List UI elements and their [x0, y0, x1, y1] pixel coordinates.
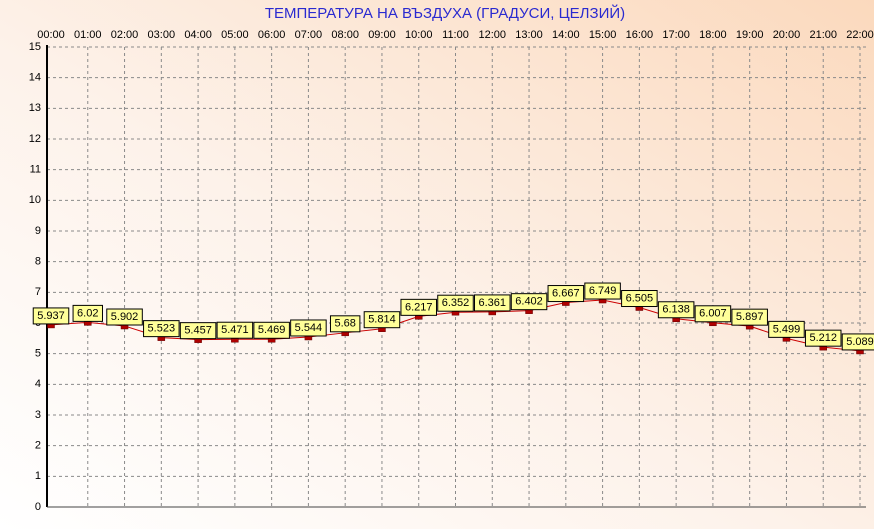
data-label: 6.667: [552, 287, 580, 299]
y-tick-label: 5: [35, 348, 41, 360]
data-label-box: [768, 320, 805, 338]
data-label-box: [216, 321, 254, 339]
data-label: 5.499: [773, 323, 801, 335]
data-label: 6.749: [589, 285, 617, 297]
x-tick-label: 16:00: [626, 29, 654, 41]
x-tick-label: 09:00: [368, 29, 396, 41]
x-tick-label: 15:00: [589, 29, 617, 41]
x-tick-label: 18:00: [699, 29, 727, 41]
x-tick-label: 13:00: [515, 29, 543, 41]
x-tick-label: 04:00: [184, 29, 212, 41]
data-label-box: [143, 320, 180, 338]
data-label-box: [329, 315, 361, 333]
data-label: 6.505: [626, 292, 654, 304]
y-tick-label: 8: [35, 256, 41, 268]
chart-title: ТЕМПЕРАТУРА НА ВЪЗДУХА (ГРАДУСИ, ЦЕЛЗИЙ): [265, 4, 625, 22]
x-tick-label: 12:00: [479, 29, 507, 41]
y-tick-label: 14: [29, 72, 41, 84]
data-label: 6.217: [405, 301, 433, 313]
data-label: 6.007: [699, 308, 727, 320]
x-tick-label: 08:00: [331, 29, 359, 41]
data-label: 6.02: [77, 307, 98, 319]
y-tick-label: 1: [35, 470, 41, 482]
y-tick-label: 7: [35, 286, 41, 298]
data-label-box: [32, 307, 70, 325]
data-label: 5.471: [221, 324, 249, 336]
data-label: 5.544: [295, 322, 323, 334]
data-label: 5.212: [809, 332, 837, 344]
data-label-box: [474, 294, 511, 312]
data-label: 5.897: [736, 311, 764, 323]
x-tick-label: 10:00: [405, 29, 433, 41]
y-tick-label: 10: [29, 194, 41, 206]
data-label: 5.902: [111, 311, 139, 323]
data-label: 6.352: [442, 297, 470, 309]
x-tick-label: 03:00: [148, 29, 176, 41]
x-tick-label: 22:00: [846, 29, 874, 41]
data-label-box: [621, 290, 658, 308]
data-label-box: [253, 321, 290, 339]
y-tick-label: 0: [35, 501, 41, 513]
x-tick-label: 07:00: [295, 29, 323, 41]
data-label-box: [547, 285, 585, 303]
x-tick-label: 06:00: [258, 29, 286, 41]
y-tick-label: 15: [29, 41, 41, 53]
x-tick-label: 11:00: [442, 29, 469, 41]
x-tick-label: 05:00: [221, 29, 249, 41]
y-tick-label: 4: [35, 378, 41, 390]
data-label: 5.937: [37, 310, 65, 322]
data-label: 5.523: [148, 323, 176, 335]
data-label-box: [290, 319, 327, 337]
y-tick-label: 11: [30, 164, 41, 176]
x-tick-label: 01:00: [74, 29, 102, 41]
data-label: 6.361: [479, 297, 507, 309]
data-label: 5.68: [334, 318, 355, 330]
data-label-box: [694, 305, 732, 323]
data-label-box: [437, 294, 474, 312]
data-label-box: [731, 308, 768, 326]
x-tick-label: 19:00: [736, 29, 764, 41]
data-label-box: [106, 308, 143, 326]
x-tick-label: 14:00: [552, 29, 580, 41]
data-label: 6.402: [515, 296, 543, 308]
x-tick-label: 02:00: [111, 29, 139, 41]
x-tick-label: 00:00: [37, 29, 65, 41]
data-label: 5.814: [368, 314, 396, 326]
data-label-box: [841, 333, 874, 351]
data-label-box: [584, 282, 621, 300]
data-label: 6.138: [662, 304, 690, 316]
y-tick-label: 3: [35, 409, 41, 421]
data-label-box: [363, 311, 401, 329]
x-tick-label: 17:00: [662, 29, 690, 41]
data-label-box: [179, 322, 217, 340]
data-label-box: [400, 298, 437, 316]
y-tick-label: 12: [29, 133, 41, 145]
data-label-box: [510, 293, 548, 311]
x-tick-label: 20:00: [773, 29, 801, 41]
data-label-box: [804, 329, 842, 347]
y-tick-label: 13: [29, 102, 41, 114]
y-tick-label: 2: [35, 440, 41, 452]
x-tick-label: 21:00: [809, 29, 837, 41]
data-label: 5.469: [258, 324, 286, 336]
data-label-box: [72, 304, 103, 322]
data-label-box: [657, 301, 695, 319]
data-label: 5.089: [846, 336, 874, 348]
data-label: 5.457: [184, 325, 212, 337]
y-tick-label: 9: [35, 225, 41, 237]
